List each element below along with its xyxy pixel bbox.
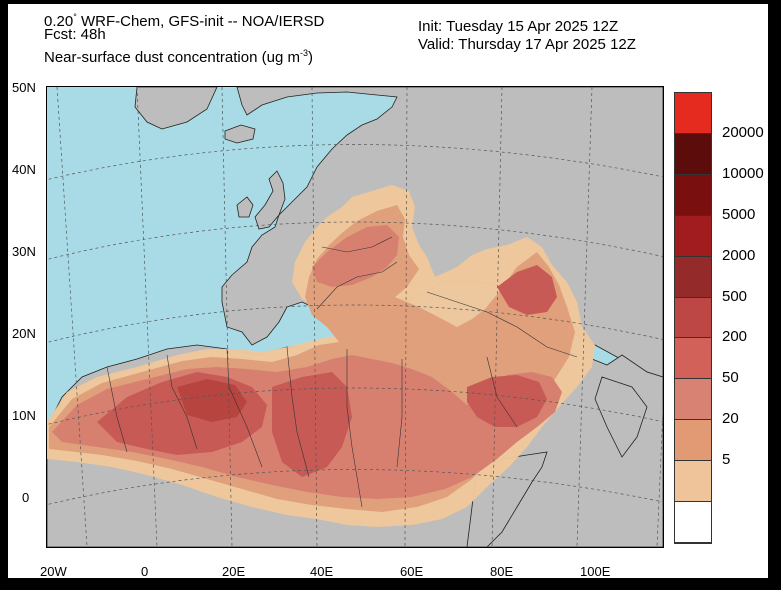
land-iceland	[224, 124, 256, 144]
land-scandinavia-ext	[134, 87, 218, 130]
lon-label-20e: 20E	[222, 564, 246, 579]
colorbar-swatch	[675, 174, 711, 216]
model-title: 0.20° WRF-Chem, GFS-init -- NOA/IERSD	[44, 12, 325, 30]
lon-label-40e: 40E	[310, 564, 334, 579]
colorbar-swatch	[675, 379, 711, 421]
colorbar-label: 50	[722, 369, 739, 387]
dust-200-iran	[497, 265, 557, 315]
colorbar-label: 200	[722, 328, 748, 346]
dust-500-mali	[177, 379, 247, 422]
dust-map	[46, 86, 664, 548]
colorbar	[674, 92, 712, 544]
lat-label-0: 0	[22, 490, 30, 505]
colorbar-label: 5	[722, 451, 731, 469]
lat-label-10n: 10N	[12, 408, 36, 423]
colorbar-swatch	[675, 297, 711, 339]
colorbar-label: 20	[722, 410, 739, 428]
forecast-hour: Fcst: 48h	[44, 26, 106, 43]
colorbar-label: 500	[722, 287, 748, 305]
colorbar-swatch	[675, 133, 711, 175]
land-ireland	[236, 196, 254, 218]
colorbar-label: 2000	[722, 246, 756, 264]
valid-time: Valid: Thursday 17 Apr 2025 12Z	[418, 36, 636, 53]
colorbar-swatch	[675, 338, 711, 380]
colorbar-swatch	[675, 502, 711, 543]
dust-50-europe	[312, 225, 399, 287]
colorbar-swatch	[675, 256, 711, 298]
dust-200-arabia	[467, 375, 547, 427]
colorbar-swatch	[675, 461, 711, 503]
lon-label-80e: 80E	[490, 564, 514, 579]
lat-label-50n: 50N	[12, 80, 36, 95]
colorbar-label: 20000	[722, 123, 764, 141]
lon-label-60e: 60E	[400, 564, 424, 579]
colorbar-swatch	[675, 93, 711, 134]
colorbar-label: 10000	[722, 164, 764, 182]
lat-label-30n: 30N	[12, 244, 36, 259]
lon-label-100e: 100E	[580, 564, 611, 579]
land-uk	[254, 170, 286, 230]
variable-title: Near-surface dust concentration (ug m-3)	[44, 48, 313, 66]
colorbar-swatch	[675, 215, 711, 257]
graticule	[47, 87, 663, 547]
land-india	[594, 376, 648, 458]
colorbar-swatch	[675, 420, 711, 462]
map-canvas	[47, 87, 663, 547]
lon-label-20w: 20W	[40, 564, 67, 579]
colorbar-label: 5000	[722, 205, 756, 223]
lat-label-40n: 40N	[12, 162, 36, 177]
lat-label-20n: 20N	[12, 326, 36, 341]
lon-label-0: 0	[141, 564, 149, 579]
country-borders	[106, 236, 578, 508]
init-time: Init: Tuesday 15 Apr 2025 12Z	[418, 18, 619, 35]
